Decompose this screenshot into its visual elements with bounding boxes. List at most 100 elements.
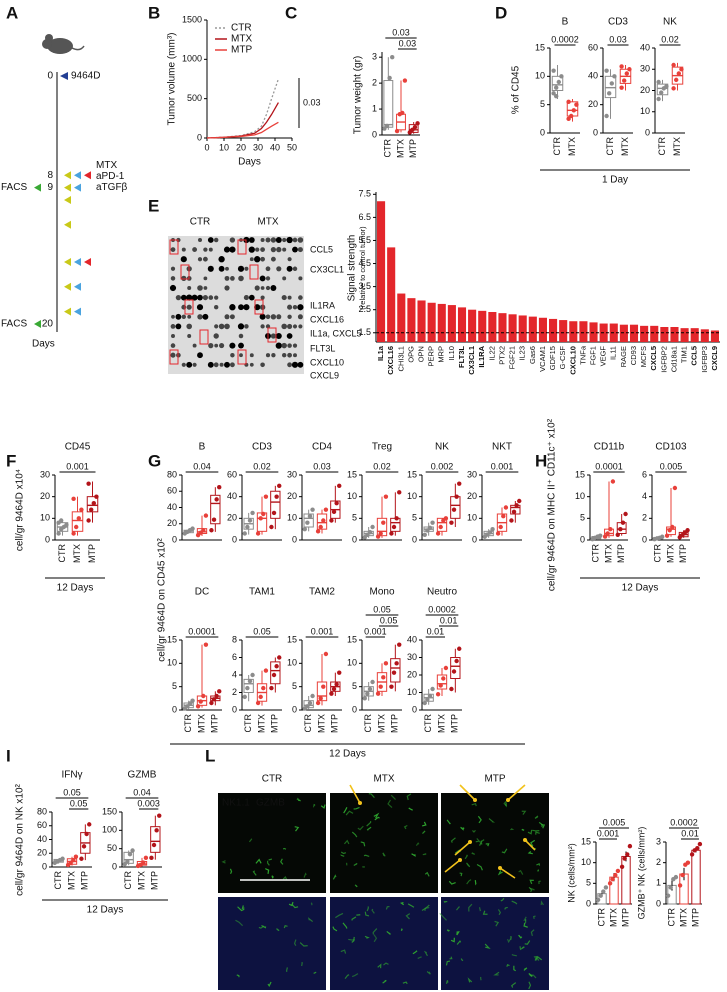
cell-signal [283, 924, 288, 929]
blot-spot [187, 334, 192, 338]
data-point [214, 693, 219, 699]
cell-signal [301, 962, 303, 967]
data-point [574, 102, 579, 107]
y-tick-label: 40 [640, 42, 650, 52]
panel-letter: G [148, 451, 161, 470]
bar [691, 849, 701, 905]
blot-spot [259, 313, 266, 320]
y-tick-label: 5 [540, 99, 545, 109]
legend-label: CTR [231, 23, 252, 34]
data-point [94, 494, 99, 499]
cell-signal [445, 960, 451, 966]
bar [690, 328, 699, 342]
data-point [622, 856, 627, 861]
group-label: MTX [567, 137, 577, 156]
blot-spot [260, 362, 265, 368]
cell-signal [480, 839, 485, 844]
significance-label: 0.001 [491, 461, 514, 471]
data-point [689, 852, 695, 857]
data-point [451, 669, 457, 674]
cell-signal [267, 981, 272, 987]
blot-spot [219, 343, 225, 349]
x-tick-label: TIM1 [680, 346, 689, 363]
blot-spot [243, 295, 249, 301]
blot-spot [187, 286, 192, 290]
blot-spot [270, 333, 277, 339]
blot-spot [218, 256, 225, 263]
blot-spot [180, 256, 187, 263]
data-point [400, 110, 405, 116]
treatment-arrow [64, 220, 71, 229]
data-point [74, 524, 79, 530]
blot-highlight [237, 349, 247, 365]
data-point [214, 497, 219, 502]
data-point [337, 670, 342, 675]
blot-spot [170, 247, 176, 252]
data-point [367, 530, 373, 535]
y-axis-label: cell/gr 9464D on CD45 x10² [157, 538, 168, 662]
blot-spot [248, 246, 255, 253]
tumor-label: 9464D [71, 71, 100, 82]
cell-signal [351, 831, 358, 838]
blot-label: CX3CL1 [310, 264, 344, 274]
day-label: 9 [47, 182, 53, 193]
y-tick-label: 0 [580, 534, 585, 544]
bar [498, 313, 507, 342]
data-point [86, 518, 91, 523]
cell-signal [519, 946, 525, 951]
series-line [206, 78, 280, 139]
data-point [370, 679, 375, 685]
bar [579, 321, 588, 342]
image-header: MTX [373, 774, 394, 785]
blot-spot [186, 294, 193, 301]
group-label: MTX [436, 714, 446, 733]
data-point [627, 843, 633, 849]
blot-spot [298, 324, 303, 329]
blot-spot [249, 257, 254, 262]
blot-spot [207, 237, 214, 243]
x-tick-label: VCAM1 [538, 346, 547, 372]
y-axis-label: cell/gr 9464D on NK x10² [15, 783, 26, 895]
data-point [305, 704, 310, 709]
blot-label: CXCL9 [310, 370, 339, 380]
y-tick-label: 3 [372, 52, 377, 62]
footer-label: 12 Days [622, 583, 659, 594]
data-point [624, 71, 629, 76]
blot-spot [224, 323, 230, 330]
y-tick-label: 10 [640, 106, 650, 116]
blot-spot [224, 361, 230, 368]
data-point [619, 864, 625, 869]
blot-label: CXCL10 [310, 357, 344, 367]
cell-signal [540, 900, 544, 906]
y-tick-label: 0 [412, 534, 417, 544]
group-label: MTP [678, 544, 688, 563]
cell-signal [459, 872, 463, 877]
cell-signal [268, 858, 272, 861]
blot-spot [281, 295, 287, 301]
y-tick-label: 0 [412, 704, 417, 714]
cell-signal [332, 926, 338, 932]
panel-letter: I [6, 746, 11, 765]
group-label: CTR [303, 714, 313, 733]
blot-spot [254, 304, 261, 311]
y-axis-label: cell/gr 9464D x10⁴ [15, 469, 26, 551]
y-tick-label: 40 [227, 491, 237, 501]
bar [528, 316, 537, 342]
data-point [695, 846, 700, 851]
treatment-label: MTX [96, 160, 117, 171]
blot-spot [197, 257, 203, 262]
data-point [381, 675, 386, 680]
data-point [334, 682, 339, 687]
cell-signal [332, 874, 337, 880]
blot-spot [237, 265, 245, 272]
x-tick-label: Gas6 [528, 346, 537, 364]
blot-spot [203, 286, 208, 290]
blot-spot [202, 256, 208, 262]
data-point [390, 54, 395, 60]
y-tick-label: 0 [586, 898, 591, 908]
bar [427, 302, 436, 342]
data-point [143, 855, 149, 861]
y-tick-label: 1000 [182, 54, 202, 64]
plot-title: CD11b [594, 442, 625, 453]
group-label: MTX [136, 871, 146, 890]
